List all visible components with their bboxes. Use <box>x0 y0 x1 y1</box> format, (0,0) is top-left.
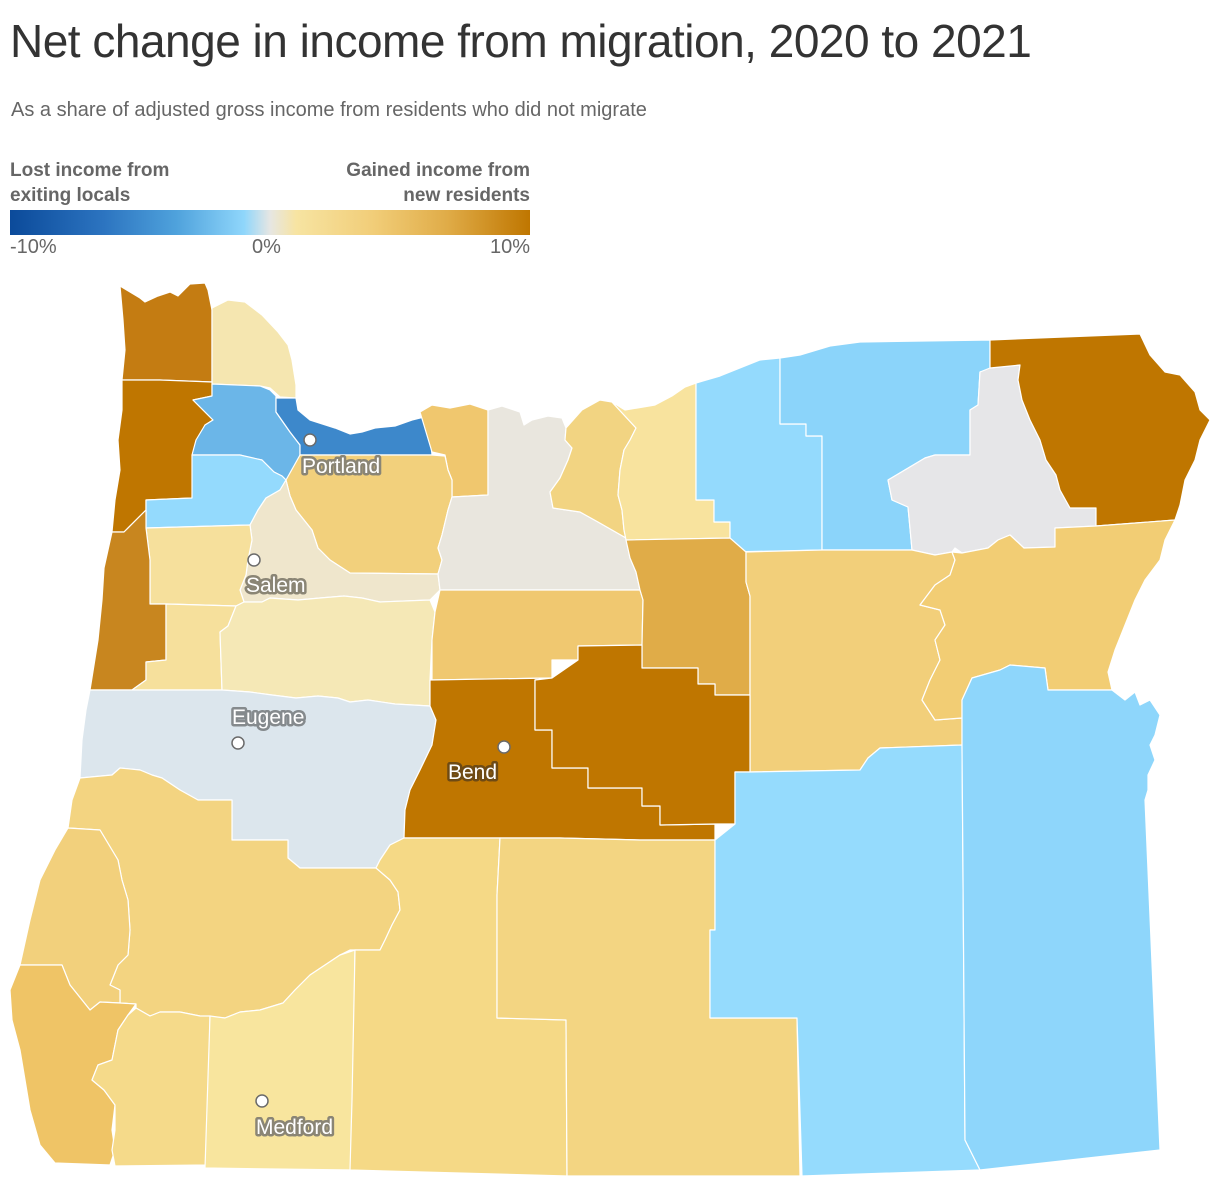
legend-ticks: -10% 0% 10% <box>10 236 530 262</box>
city-eugene[interactable]: Eugene <box>230 704 307 750</box>
county-malheur[interactable] <box>961 664 1161 1171</box>
legend-low-label-line1: Lost income from <box>10 160 170 181</box>
city-portland[interactable]: Portland <box>300 433 383 481</box>
portland-label: Portland <box>302 455 380 478</box>
legend-labels: Lost income from exiting locals Gained i… <box>10 158 530 208</box>
city-bend[interactable]: Bend <box>446 740 511 787</box>
counties <box>9 282 1211 1177</box>
color-legend: Lost income from exiting locals Gained i… <box>10 158 530 262</box>
county-polk[interactable] <box>145 524 253 607</box>
chart-subtitle: As a share of adjusted gross income from… <box>11 99 647 121</box>
legend-low-label-line2: exiting locals <box>10 185 131 206</box>
legend-high-label-line2: new residents <box>403 185 530 206</box>
county-grant[interactable] <box>745 549 963 773</box>
eugene-dot-icon <box>231 736 245 750</box>
legend-high-label-line1: Gained income from <box>346 160 530 181</box>
salem-label: Salem <box>246 574 306 597</box>
legend-gradient-bar <box>10 210 530 235</box>
county-multnomah[interactable] <box>275 397 433 456</box>
eugene-label: Eugene <box>232 706 304 729</box>
county-josephine[interactable] <box>91 1007 211 1167</box>
city-markers: Portland Salem Eugene Bend Medford <box>230 433 511 1142</box>
city-salem[interactable]: Salem <box>244 553 308 600</box>
city-medford[interactable]: Medford <box>254 1094 336 1142</box>
portland-dot-icon <box>303 433 317 447</box>
medford-label: Medford <box>256 1116 333 1139</box>
medford-dot-icon <box>255 1094 269 1108</box>
county-harney[interactable] <box>709 744 981 1177</box>
legend-tick-max: 10% <box>489 236 530 258</box>
legend-low-label: Lost income from exiting locals <box>10 158 169 208</box>
bend-label: Bend <box>448 761 497 784</box>
bend-dot-icon <box>497 740 511 754</box>
county-columbia[interactable] <box>211 299 297 399</box>
legend-tick-zero: 0% <box>252 236 281 258</box>
legend-high-label: Gained income from new residents <box>346 158 530 208</box>
county-linn[interactable] <box>219 595 436 707</box>
salem-dot-icon <box>247 553 261 567</box>
county-clatsop[interactable] <box>119 282 213 383</box>
chart-title: Net change in income from migration, 202… <box>10 15 1032 67</box>
legend-tick-min: -10% <box>10 236 57 258</box>
